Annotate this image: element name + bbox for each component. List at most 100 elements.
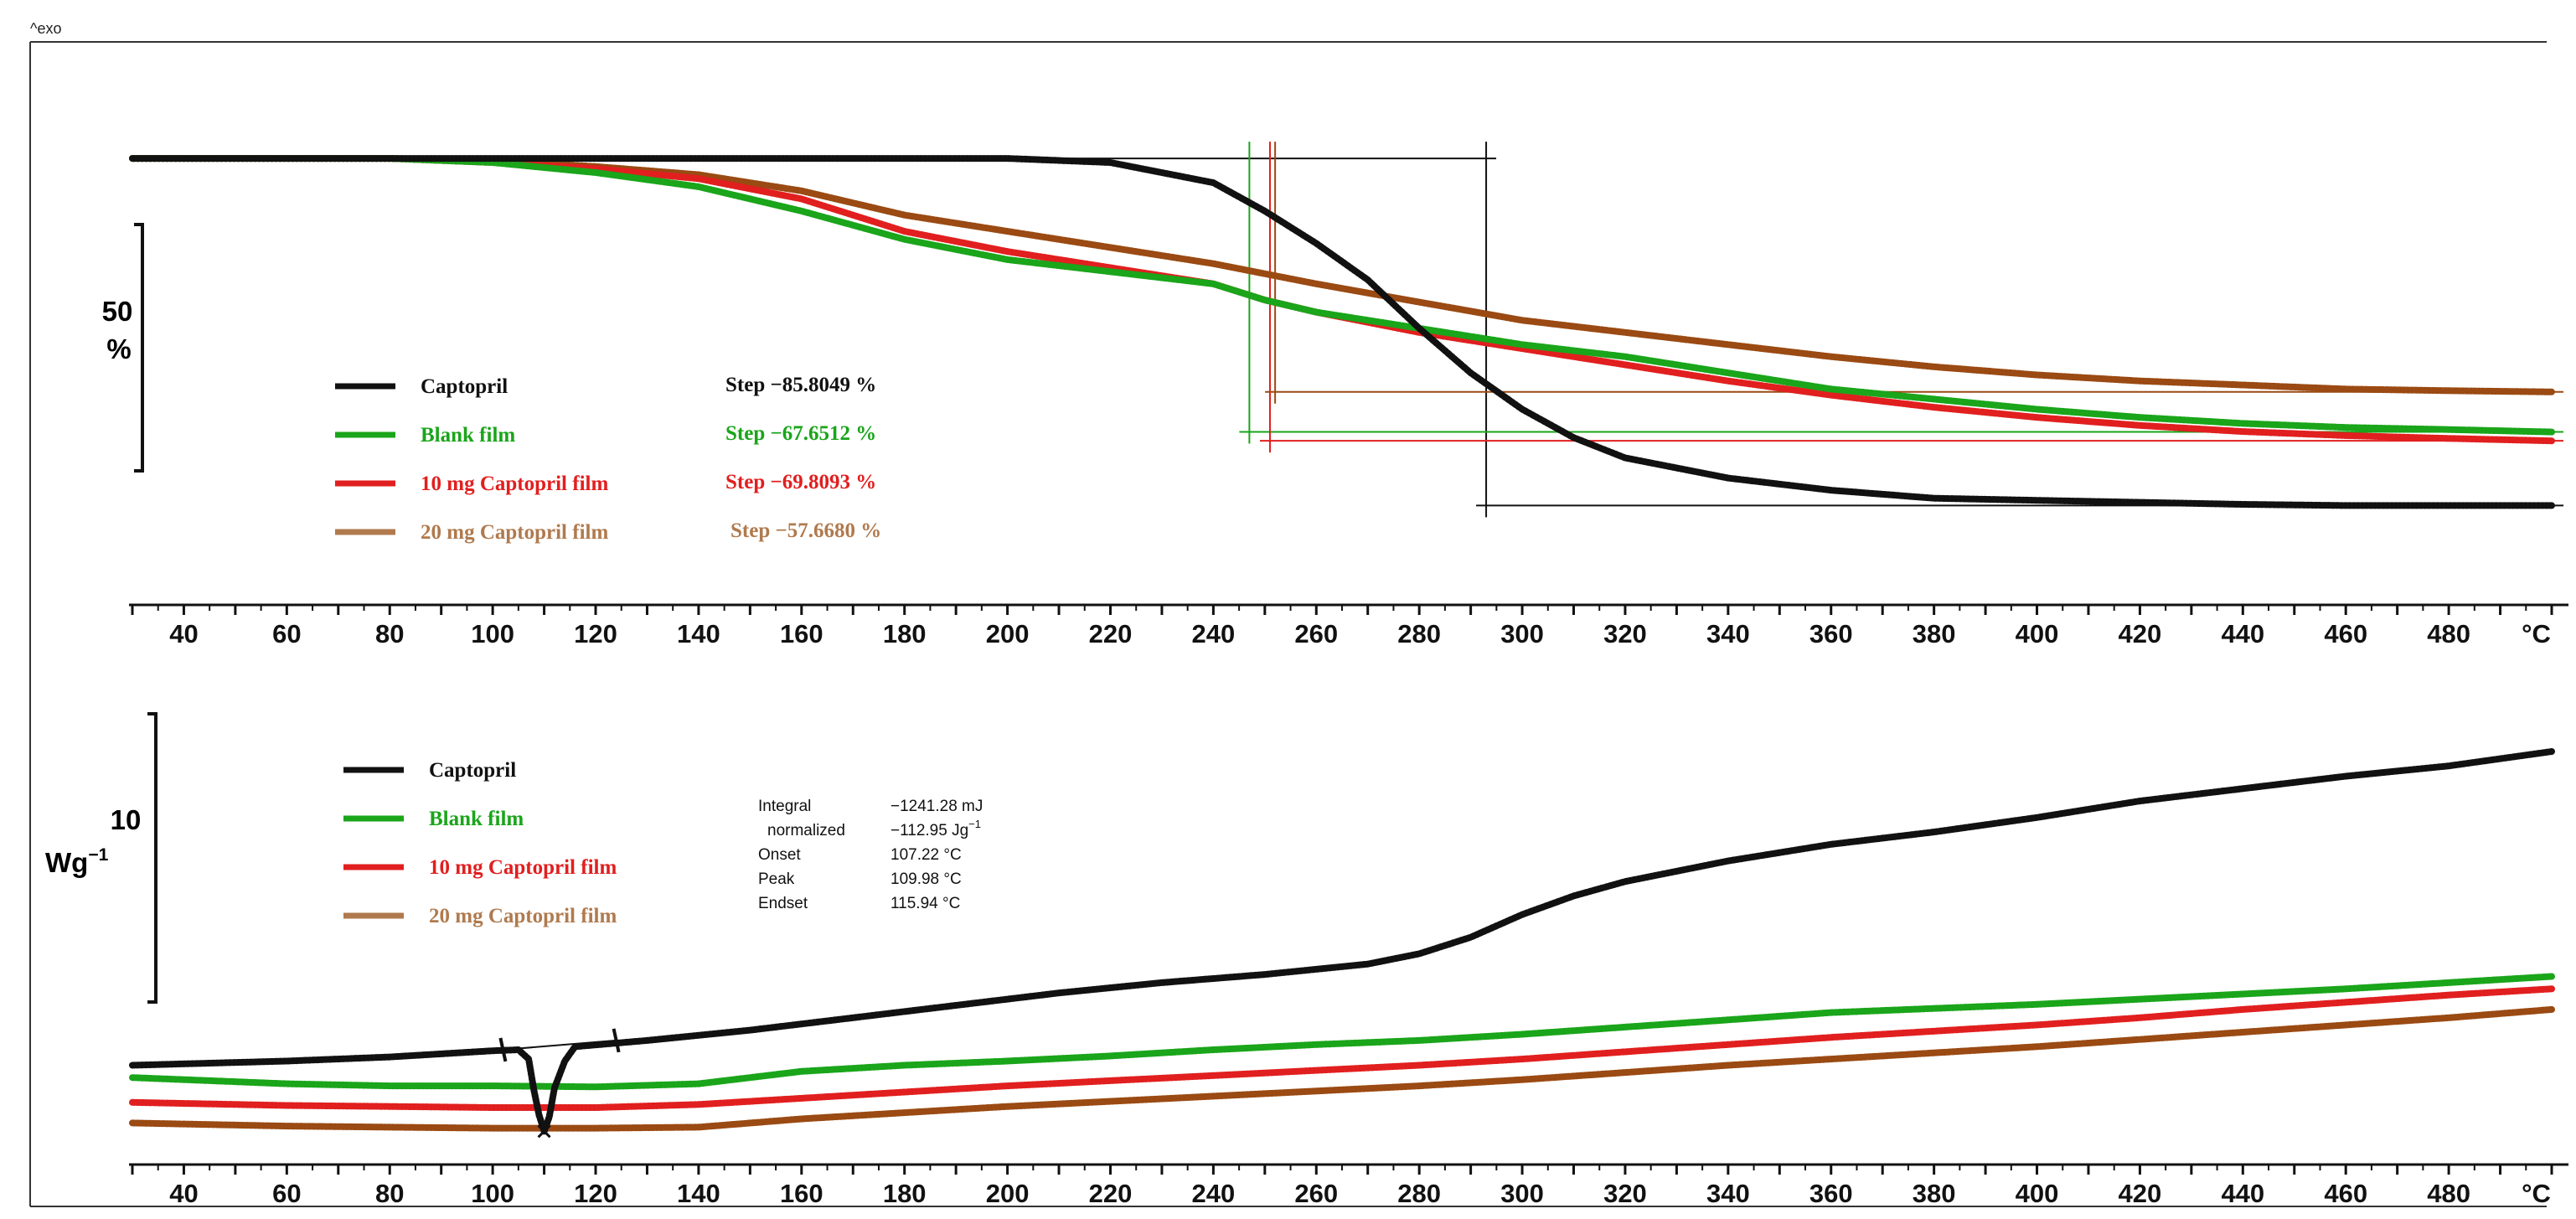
tga-legend-label-blank: Blank film	[421, 424, 515, 447]
dsc-baseline-limit-0	[498, 1037, 508, 1062]
dsc-scale-unit-base: Wg	[45, 847, 88, 878]
tga-series-ten_mg	[129, 155, 2555, 445]
dsc-tick-label: 80	[375, 1179, 404, 1208]
tga-tick-label: 480	[2427, 619, 2470, 648]
tga-tick-label: 40	[169, 619, 198, 648]
annot-normalized-value-base: −112.95 Jg	[891, 822, 968, 839]
dsc-axis-unit: °C	[2522, 1179, 2551, 1208]
tga-legend-label-captopril: Captopril	[421, 375, 508, 398]
tga-legend-step-20mg: Step −57.6680 %	[730, 519, 881, 542]
annot-onset-value: 107.22 °C	[891, 846, 962, 864]
dsc-tick-label: 480	[2427, 1179, 2470, 1208]
dsc-tick-label: 200	[986, 1179, 1030, 1208]
dsc-tick-label: 320	[1603, 1179, 1647, 1208]
tga-tick-label: 260	[1294, 619, 1338, 648]
dsc-series-captopril	[129, 748, 2555, 1135]
dsc-scale-unit: Wg−1	[45, 845, 109, 878]
tga-legend-label-20mg: 20 mg Captopril film	[421, 521, 608, 544]
tga-tick-label: 80	[375, 619, 404, 648]
annot-normalized-label: normalized	[767, 822, 845, 839]
dsc-series-ten_mg	[129, 985, 2555, 1111]
dsc-tick-label: 360	[1809, 1179, 1853, 1208]
dsc-tick-label: 300	[1500, 1179, 1544, 1208]
dsc-series-group	[129, 748, 2555, 1139]
tga-legend-label-10mg: 10 mg Captopril film	[421, 473, 608, 495]
tga-tick-label: 100	[471, 619, 514, 648]
tga-scale-unit: %	[106, 333, 131, 364]
dsc-tick-label: 120	[574, 1179, 617, 1208]
tga-scale-value: 50	[102, 296, 133, 327]
dsc-tick-label: 400	[2016, 1179, 2059, 1208]
dsc-scale-unit-exp: −1	[88, 845, 108, 865]
tga-tick-label: 400	[2016, 619, 2059, 648]
tga-legend: Captopril Step −85.8049 % Blank film Ste…	[335, 374, 881, 544]
tga-series-blank	[129, 155, 2555, 436]
annot-endset-label: Endset	[758, 895, 808, 912]
tga-tick-label: 140	[677, 619, 720, 648]
tga-tick-label: 420	[2119, 619, 2162, 648]
tga-panel: 40 60 80 100 120 140 160 180 200 220 240 260 280 300 3…	[102, 142, 2568, 648]
dsc-tick-label: 240	[1192, 1179, 1236, 1208]
dsc-tick-label: 160	[780, 1179, 823, 1208]
tga-tick-label: 60	[272, 619, 301, 648]
tga-legend-step-captopril: Step −85.8049 %	[725, 374, 876, 396]
dsc-integration-baseline	[503, 1039, 617, 1051]
dsc-tick-label: 440	[2221, 1179, 2264, 1208]
dsc-tick-label: 420	[2119, 1179, 2162, 1208]
dsc-legend-label-captopril: Captopril	[429, 759, 516, 782]
annot-peak-value: 109.98 °C	[891, 870, 962, 888]
corner-exo-label: ^exo	[30, 20, 61, 37]
dsc-series-blank	[129, 973, 2555, 1091]
dsc-tick-label: 60	[272, 1179, 301, 1208]
annot-onset-label: Onset	[758, 846, 801, 864]
tga-tick-label: 340	[1706, 619, 1750, 648]
dsc-tick-label: 460	[2324, 1179, 2367, 1208]
dsc-scale-value: 10	[111, 804, 142, 835]
tga-legend-step-blank: Step −67.6512 %	[725, 422, 876, 445]
tga-scale-bar	[134, 223, 144, 473]
dsc-peak-marker	[537, 1124, 551, 1139]
tga-tick-label: 220	[1089, 619, 1133, 648]
dsc-tick-label: 140	[677, 1179, 720, 1208]
tga-series-twenty_mg	[129, 155, 2555, 395]
dsc-peak-annotation: Integral −1241.28 mJ normalized −112.95 …	[758, 798, 983, 912]
dsc-tick-label: 260	[1294, 1179, 1338, 1208]
tga-tick-label: 460	[2324, 619, 2367, 648]
tga-tick-label: 120	[574, 619, 617, 648]
annot-endset-value: 115.94 °C	[891, 895, 960, 912]
tga-tick-label: 380	[1913, 619, 1956, 648]
dsc-tick-label: 340	[1706, 1179, 1750, 1208]
dsc-tick-label: 100	[471, 1179, 514, 1208]
tga-tick-label: 280	[1397, 619, 1441, 648]
tga-tick-label: 440	[2221, 619, 2264, 648]
dsc-legend-label-10mg: 10 mg Captopril film	[429, 856, 617, 879]
dsc-tick-label: 220	[1089, 1179, 1133, 1208]
dsc-scale-bar	[147, 712, 157, 1004]
tga-step-markers	[132, 142, 2563, 518]
dsc-legend-label-blank: Blank film	[429, 808, 524, 830]
tga-tick-label: 180	[883, 619, 927, 648]
tga-tick-label: 320	[1603, 619, 1647, 648]
annot-integral-label: Integral	[758, 798, 811, 815]
tga-tick-label: 300	[1500, 619, 1544, 648]
dsc-tick-label: 280	[1397, 1179, 1441, 1208]
tga-tick-label: 240	[1192, 619, 1236, 648]
annot-integral-value: −1241.28 mJ	[891, 798, 983, 815]
dsc-x-axis: 40 60 80 100 120 140 160 180 200 220 240 260 280 300 3…	[129, 1163, 2568, 1208]
dsc-legend: Captopril Blank film 10 mg Captopril fil…	[343, 759, 617, 927]
dsc-baseline-limit-1	[612, 1028, 621, 1053]
dsc-panel: 40 60 80 100 120 140 160 180 200 220 240 260 280 300 3…	[45, 712, 2568, 1208]
dsc-tick-label: 40	[169, 1179, 198, 1208]
tga-tick-label: 160	[780, 619, 823, 648]
tga-series-group	[129, 155, 2555, 509]
tga-series-captopril	[129, 155, 2555, 509]
annot-peak-label: Peak	[758, 870, 795, 888]
annot-normalized-value: −112.95 Jg−1	[891, 818, 981, 839]
tga-legend-step-10mg: Step −69.8093 %	[725, 471, 876, 493]
tga-x-axis: 40 60 80 100 120 140 160 180 200 220 240 260 280 300 3…	[129, 603, 2568, 648]
dsc-tick-label: 380	[1913, 1179, 1956, 1208]
dsc-legend-label-20mg: 20 mg Captopril film	[429, 905, 617, 927]
annot-normalized-value-exp: −1	[968, 818, 981, 830]
dsc-tick-label: 180	[883, 1179, 927, 1208]
